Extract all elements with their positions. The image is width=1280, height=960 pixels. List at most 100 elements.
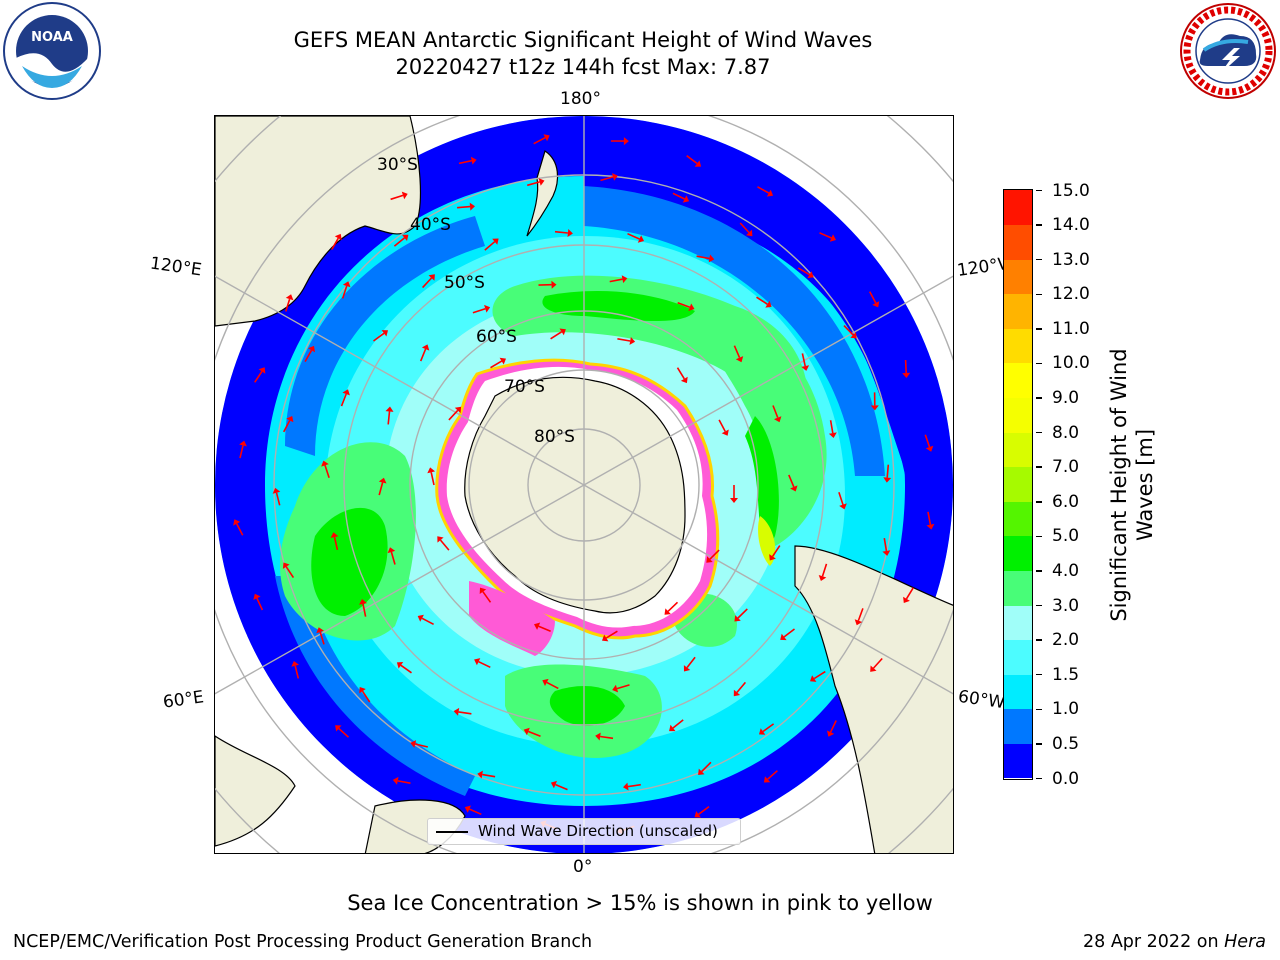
- wave-direction-arrow-head: [872, 301, 880, 308]
- wave-direction-arrow-head: [417, 614, 424, 622]
- wave-direction-arrow-head: [381, 330, 388, 337]
- wave-direction-arrow-head: [474, 658, 481, 666]
- wave-direction-arrow-shaft: [609, 278, 623, 283]
- wave-direction-arrow-shaft: [285, 566, 295, 579]
- colorbar-tick-label: 5.0: [1052, 526, 1080, 547]
- colorbar-segment: [1004, 570, 1032, 606]
- wave-direction-arrow-shaft: [458, 159, 472, 165]
- colorbar-tick: [1036, 189, 1042, 192]
- wave-direction-arrow-shaft: [829, 420, 834, 434]
- wave-direction-arrow-shaft: [736, 681, 747, 693]
- wave-direction-arrow-shaft: [788, 474, 795, 488]
- colorbar-tick-label: 11.0: [1052, 318, 1090, 339]
- wave-direction-arrow-shaft: [378, 482, 384, 496]
- footer-host: Hera: [1224, 932, 1266, 952]
- wave-direction-arrow-shaft: [319, 631, 325, 645]
- wave-direction-arrow-head: [612, 684, 619, 693]
- wave-direction-arrow-shaft: [256, 597, 264, 611]
- colorbar-tick-label: 12.0: [1052, 284, 1090, 305]
- wave-direction-arrow-head: [721, 429, 729, 436]
- wave-direction-arrow-shaft: [482, 773, 496, 778]
- colorbar-tick-label: 15.0: [1052, 180, 1090, 201]
- wave-direction-arrow-head: [925, 445, 934, 452]
- legend-line-swatch: [436, 831, 468, 833]
- wave-direction-arrow-head: [285, 294, 294, 301]
- wave-direction-arrow-head: [790, 485, 798, 492]
- wave-direction-arrow-head: [523, 727, 530, 736]
- wave-direction-arrow-head: [342, 389, 350, 396]
- wave-direction-arrow-shaft: [667, 601, 679, 612]
- colorbar-tick-label: 2.0: [1052, 630, 1080, 651]
- wave-direction-arrow-head: [253, 593, 261, 600]
- wave-direction-arrow-shaft: [239, 445, 244, 459]
- lat-label-80s: 80°S: [534, 427, 575, 447]
- colorbar-tick: [1036, 535, 1042, 538]
- wave-direction-arrow-head: [477, 770, 483, 779]
- wave-direction-arrow-head: [308, 345, 315, 353]
- wave-direction-arrow-head: [534, 622, 541, 630]
- wave-direction-arrow-shaft: [905, 587, 914, 600]
- wave-direction-arrow-shaft: [482, 591, 492, 603]
- colorbar-segment: [1004, 674, 1032, 710]
- wave-direction-arrow-shaft: [801, 353, 806, 367]
- wave-direction-arrow-shaft: [439, 539, 450, 551]
- wave-direction-arrow-head: [680, 376, 688, 384]
- wave-direction-arrow-shaft: [829, 720, 837, 733]
- colorbar-tick-label: 6.0: [1052, 491, 1080, 512]
- footer-date-text: 28 Apr 2022 on: [1083, 932, 1225, 952]
- lat-label-50s: 50°S: [444, 273, 485, 293]
- wave-direction-arrow-shaft: [387, 411, 391, 425]
- wave-direction-arrow-head: [602, 634, 609, 642]
- colorbar-segment: [1004, 397, 1032, 433]
- wave-direction-arrow-shaft: [676, 367, 685, 380]
- wave-direction-arrow-head: [882, 550, 891, 556]
- colorbar-tick: [1036, 743, 1042, 745]
- wave-direction-arrow-head: [694, 811, 701, 818]
- colorbar-tick: [1036, 570, 1042, 572]
- chart-title: GEFS MEAN Antarctic Significant Height o…: [293, 28, 873, 52]
- wave-direction-arrow-head: [698, 768, 705, 775]
- map-legend: Wind Wave Direction (unscaled): [427, 818, 741, 845]
- wave-direction-arrow-shaft: [924, 434, 931, 448]
- wave-direction-arrow-shaft: [599, 735, 614, 740]
- colorbar-tick-label: 0.0: [1052, 768, 1080, 789]
- wave-direction-arrow-shaft: [397, 780, 411, 784]
- wave-direction-arrow-head: [454, 406, 462, 414]
- wave-direction-arrow-shaft: [672, 719, 684, 729]
- colorbar-segment: [1004, 466, 1032, 502]
- colorbar-tick: [1036, 431, 1042, 434]
- wave-direction-arrow-shaft: [324, 465, 330, 478]
- wave-direction-arrow-shaft: [868, 291, 877, 304]
- wave-direction-arrow-head: [392, 776, 399, 785]
- colorbar-tick: [1036, 604, 1042, 607]
- wave-direction-arrow-shaft: [857, 608, 864, 621]
- wave-direction-arrow-head: [378, 477, 387, 484]
- wave-direction-arrow-shaft: [422, 277, 433, 289]
- wave-direction-arrow-shaft: [843, 325, 854, 336]
- wave-direction-arrow-shaft: [550, 331, 563, 340]
- wave-direction-arrow-head: [359, 687, 366, 694]
- land-masses: [215, 116, 953, 853]
- wave-direction-arrow-head: [694, 160, 702, 167]
- wave-direction-arrow-head: [854, 619, 863, 626]
- wave-direction-arrow-shaft: [797, 267, 810, 276]
- wave-direction-arrow-shaft: [415, 743, 428, 748]
- colorbar-tick: [1036, 362, 1042, 365]
- wave-direction-arrow-shaft: [282, 420, 291, 433]
- wave-direction-arrow-head: [316, 627, 324, 634]
- nws-logo: [1178, 2, 1278, 100]
- wave-direction-arrow-head: [810, 675, 817, 682]
- wave-direction-arrow-shaft: [472, 307, 486, 314]
- footer-credit: NCEP/EMC/Verification Post Processing Pr…: [13, 932, 593, 952]
- wave-direction-arrow-shaft: [469, 808, 482, 816]
- wave-direction-arrow-head: [427, 467, 436, 474]
- lon-label-bottom: 0°: [573, 857, 593, 877]
- wave-direction-arrow-shaft: [373, 332, 385, 342]
- wave-direction-arrow-head: [469, 202, 475, 211]
- wave-direction-arrow-head: [428, 274, 435, 281]
- wave-direction-arrow-shaft: [457, 205, 471, 209]
- wave-direction-arrow-shaft: [533, 136, 546, 145]
- wave-direction-arrow-head: [291, 661, 299, 667]
- wave-direction-arrow-shaft: [686, 155, 698, 165]
- colorbar: [1003, 189, 1033, 780]
